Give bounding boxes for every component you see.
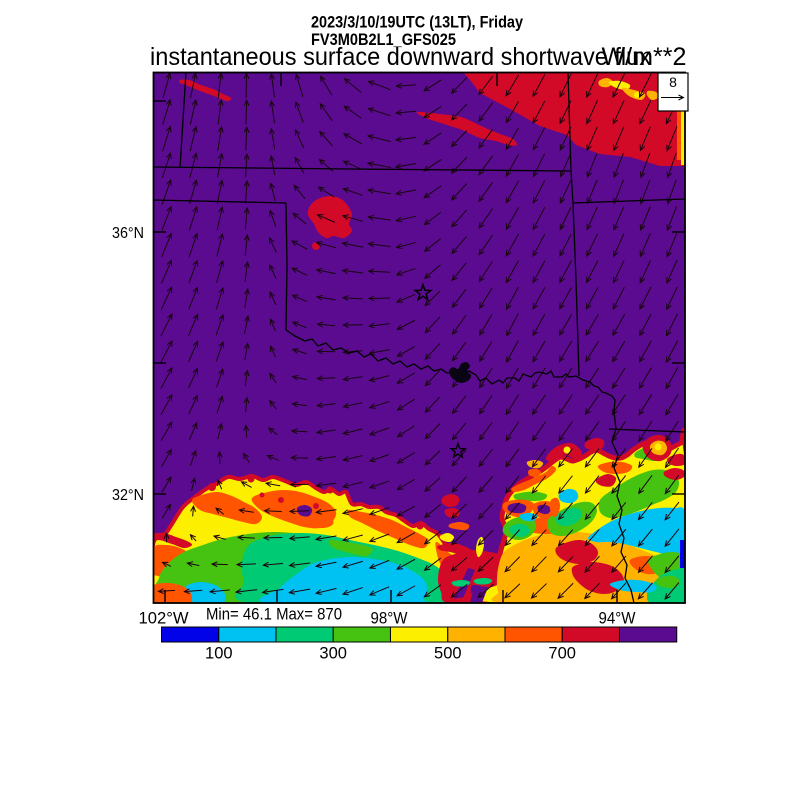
svg-text:98°W: 98°W xyxy=(371,609,408,628)
svg-text:94°W: 94°W xyxy=(599,609,636,628)
svg-text:100: 100 xyxy=(205,645,233,663)
svg-text:W/m**2: W/m**2 xyxy=(602,43,687,71)
svg-text:Min= 46.1 Max= 870: Min= 46.1 Max= 870 xyxy=(206,606,342,624)
svg-text:8: 8 xyxy=(669,74,677,90)
svg-text:36°N: 36°N xyxy=(112,225,144,242)
svg-text:500: 500 xyxy=(434,645,462,663)
svg-text:32°N: 32°N xyxy=(112,487,144,504)
svg-text:2023/3/10/19UTC (13LT), Friday: 2023/3/10/19UTC (13LT), Friday xyxy=(311,14,524,32)
svg-text:102°W: 102°W xyxy=(139,609,189,628)
svg-text:FV3M0B2L1_GFS025: FV3M0B2L1_GFS025 xyxy=(311,31,456,49)
svg-text:instantaneous surface downward: instantaneous surface downward shortwave… xyxy=(150,43,651,71)
svg-text:300: 300 xyxy=(319,645,347,663)
svg-text:700: 700 xyxy=(548,645,576,663)
